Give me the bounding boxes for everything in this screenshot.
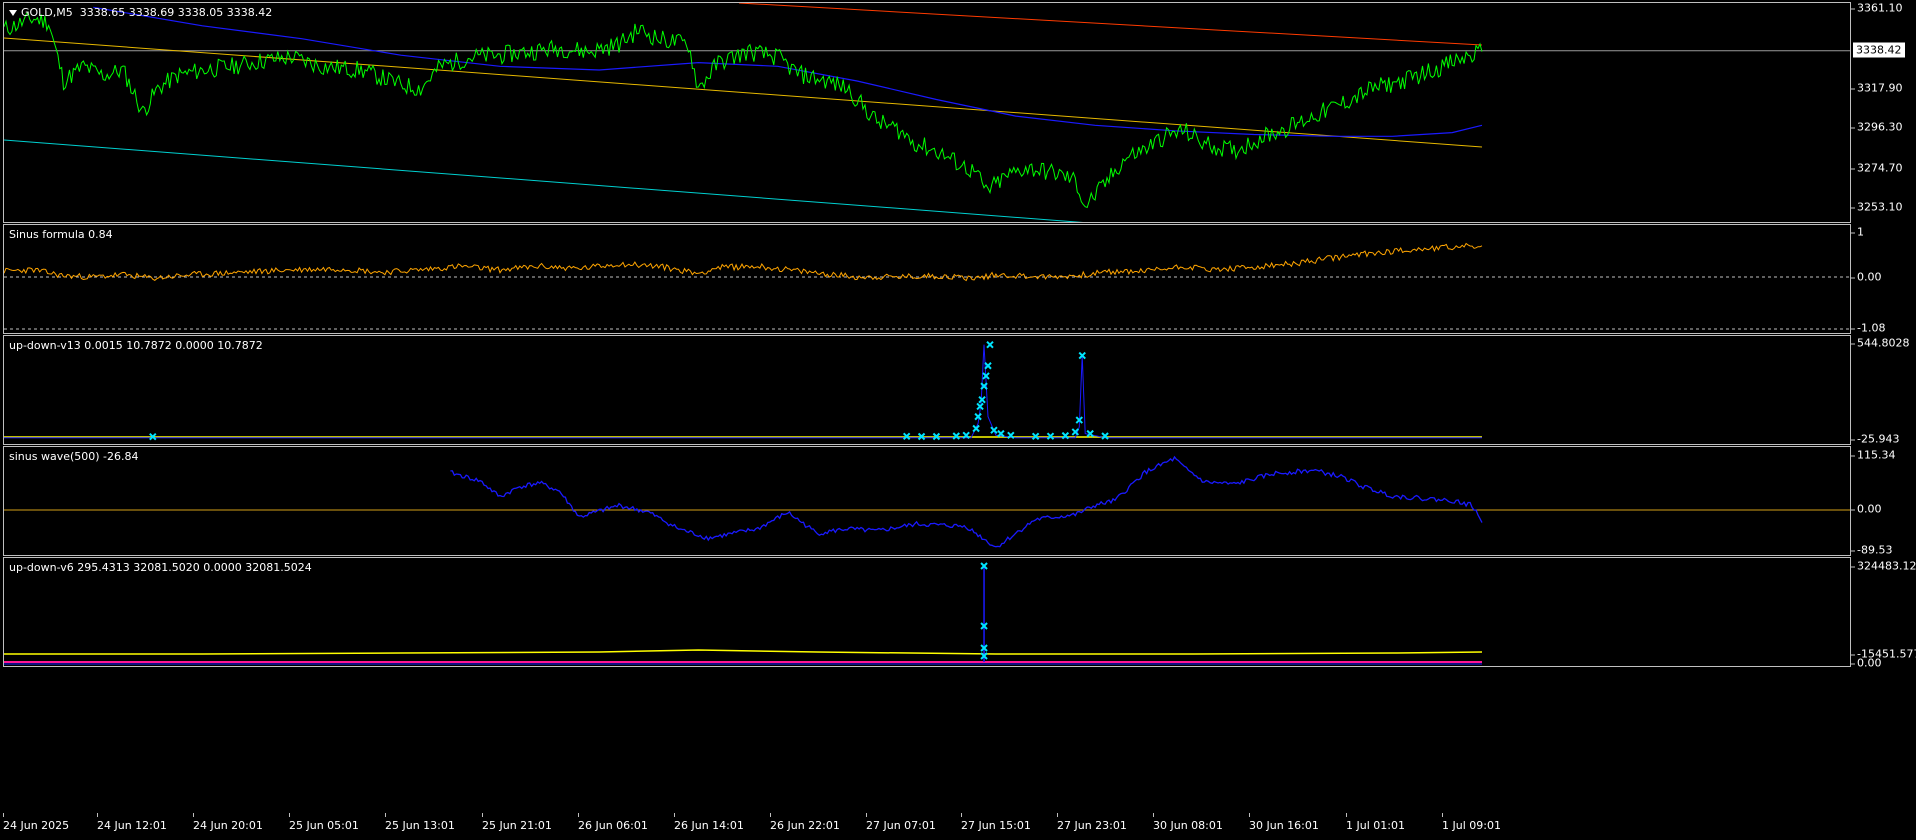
time-tick: 25 Jun 21:01 [482,813,552,832]
sinus-formula-tick: -1.08 [1850,321,1886,335]
time-tick: 26 Jun 22:01 [770,813,840,832]
time-tick: 26 Jun 06:01 [578,813,648,832]
v6-yellow-line [4,649,1483,655]
sinus-wave-title: sinus wave(500) -26.84 [9,450,139,463]
v13-marker [984,362,992,370]
price-tick: 3296.30 [1851,120,1903,134]
v13-marker [932,432,941,441]
v13-marker [902,432,911,441]
updown-v6-yaxis: 324483.12 -15451.577 0.00 [1850,557,1916,670]
price-tick: 3274.70 [1851,161,1903,175]
price-yaxis: 3361.10 3317.90 3296.30 3274.70 3253.10 [1851,2,1916,223]
time-axis: 24 Jun 2025 24 Jun 12:01 24 Jun 20:01 25… [3,813,1851,840]
v13-line [4,344,1482,439]
price-line [4,11,1483,209]
v13-marker [1061,431,1070,440]
price-tick: 3317.90 [1851,81,1903,95]
sinus-formula-title: Sinus formula 0.84 [9,228,113,241]
sinus-formula-line [4,242,1483,282]
sinus-formula-plot [4,242,1850,330]
time-tick: 1 Jul 01:01 [1346,813,1405,832]
price-chart-pane[interactable]: GOLD,M5 3338.65 3338.69 3338.05 3338.42 [3,2,1851,223]
v13-marker [962,431,970,440]
time-tick: 24 Jun 2025 [3,813,70,832]
time-tick: 25 Jun 05:01 [289,813,359,832]
time-tick: 25 Jun 13:01 [385,813,455,832]
time-tick: 24 Jun 12:01 [97,813,167,832]
time-tick: 26 Jun 14:01 [674,813,744,832]
updown-v13-plot [4,341,1482,441]
updown-v6-plot [4,562,1483,665]
v13-marker [1007,431,1015,440]
updown-v6-pane[interactable]: up-down-v6 295.4313 32081.5020 0.0000 32… [3,557,1851,667]
updown-v6-tick: 324483.12 [1851,559,1916,573]
sinus-wave-yaxis: 115.34 0.00 -89.53 [1850,446,1916,557]
v13-marker [980,382,988,390]
updown-v13-pane[interactable]: up-down-v13 0.0015 10.7872 0.0000 10.787… [3,335,1851,445]
updown-v6-tick: 0.00 [1851,656,1882,670]
updown-v6-tick: -15451.577 [1850,648,1916,661]
sinus-formula-tick: 1 [1851,225,1864,239]
price-tick: 3361.10 [1851,1,1903,15]
price-tick: 3253.10 [1851,200,1903,214]
v6-marker [980,622,988,630]
v13-marker [1086,429,1094,438]
upper-trendline [738,3,1483,46]
v13-marker [917,432,926,441]
updown-v13-yaxis: 544.8028 -25.943 [1850,335,1916,446]
v13-marker [1071,428,1080,436]
v13-marker [990,426,998,434]
sinus-wave-line [450,455,1483,548]
v6-marker [980,562,988,570]
sinus-wave-tick: 115.34 [1851,448,1896,462]
collapse-triangle-icon[interactable] [9,10,17,16]
time-tick: 30 Jun 16:01 [1249,813,1319,832]
v13-marker [972,424,980,433]
v13-marker [978,395,986,404]
v13-marker [997,429,1005,438]
v13-marker [1031,432,1040,441]
time-tick: 27 Jun 15:01 [961,813,1031,832]
v13-marker [149,432,157,441]
price-chart-title-text: GOLD,M5 3338.65 3338.69 3338.05 3338.42 [21,6,273,19]
sinus-formula-pane[interactable]: Sinus formula 0.84 [3,224,1851,334]
updown-v13-title: up-down-v13 0.0015 10.7872 0.0000 10.787… [9,339,263,352]
v13-marker [1101,432,1109,440]
v13-marker [986,341,994,349]
time-tick: 1 Jul 09:01 [1442,813,1501,832]
v13-marker [1075,416,1083,424]
time-tick: 27 Jun 07:01 [866,813,936,832]
sinus-wave-plot [4,455,1850,548]
time-tick: 27 Jun 23:01 [1057,813,1127,832]
sinus-formula-yaxis: 1 0.00 -1.08 [1850,224,1916,335]
v13-marker [1046,432,1055,440]
updown-v13-tick: 544.8028 [1851,336,1910,350]
lower-trendline [4,139,1084,222]
v13-marker [982,372,990,380]
time-tick: 24 Jun 20:01 [193,813,263,832]
sinus-wave-tick: -89.53 [1850,543,1893,557]
v13-marker [1078,351,1086,360]
sinus-wave-pane[interactable]: sinus wave(500) -26.84 [3,446,1851,556]
price-chart-plot [4,3,1850,222]
v13-marker [976,402,984,411]
current-price-label: 3338.42 [1853,42,1905,58]
v13-marker [952,432,960,440]
v6-marker [980,644,988,652]
sinus-wave-tick: 0.00 [1851,502,1882,516]
sinus-formula-tick: 0.00 [1851,270,1882,284]
moving-average-line [93,6,1483,137]
updown-v13-tick: -25.943 [1850,432,1900,446]
price-chart-title: GOLD,M5 3338.65 3338.69 3338.05 3338.42 [9,6,272,19]
updown-v6-title: up-down-v6 295.4313 32081.5020 0.0000 32… [9,561,312,574]
v13-marker [974,412,982,421]
v6-marker [980,652,988,660]
middle-trendline [4,37,1483,148]
time-tick: 30 Jun 08:01 [1153,813,1223,832]
